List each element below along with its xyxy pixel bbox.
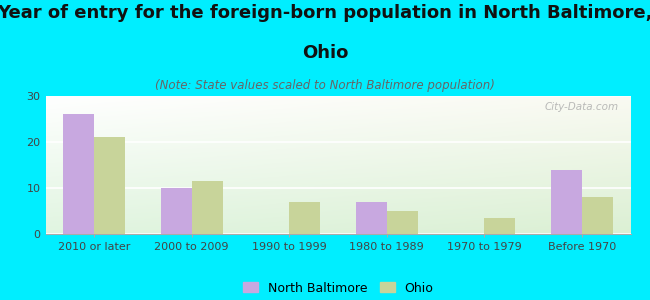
Bar	[63, 114, 94, 234]
Bar	[356, 202, 387, 234]
Bar	[582, 197, 613, 234]
Text: Year of entry for the foreign-born population in North Baltimore,: Year of entry for the foreign-born popul…	[0, 4, 650, 22]
Bar	[387, 211, 418, 234]
Text: Ohio: Ohio	[302, 44, 348, 62]
Bar	[484, 218, 515, 234]
Bar	[289, 202, 320, 234]
Bar	[94, 137, 125, 234]
Text: (Note: State values scaled to North Baltimore population): (Note: State values scaled to North Balt…	[155, 80, 495, 92]
Bar	[551, 169, 582, 234]
Bar	[192, 181, 223, 234]
Text: City-Data.com: City-Data.com	[545, 101, 619, 112]
Legend: North Baltimore, Ohio: North Baltimore, Ohio	[237, 277, 439, 299]
Bar	[161, 188, 192, 234]
